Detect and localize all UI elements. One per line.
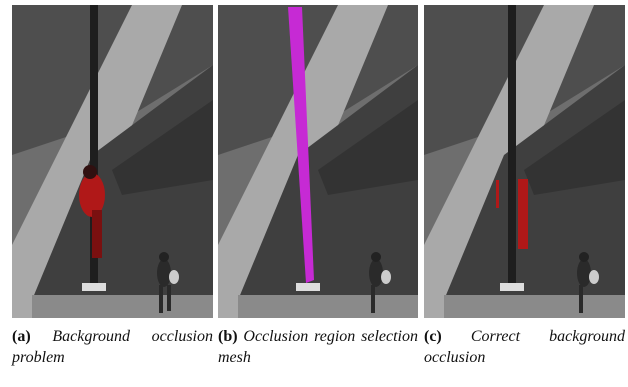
caption-text: Occlusion region selection mesh <box>218 328 418 366</box>
panel: (c) Correct background occlusion <box>424 5 625 368</box>
image <box>424 5 625 318</box>
panel: (b) Occlusion region selection mesh <box>218 5 418 368</box>
caption-text: Background occlusion problem <box>12 328 213 366</box>
caption: (c) Correct background occlusion <box>424 326 625 368</box>
caption-text: Correct background occlusion <box>424 328 625 366</box>
panel-label: (b) <box>218 328 238 345</box>
caption: (a) Background occlusion problem <box>12 326 213 368</box>
image <box>12 5 213 318</box>
panel-label: (c) <box>424 328 442 345</box>
page: (a) Background occlusion problem (b) Occ… <box>0 0 628 387</box>
panel-label: (a) <box>12 328 31 345</box>
panel: (a) Background occlusion problem <box>12 5 213 368</box>
image <box>218 5 418 318</box>
caption: (b) Occlusion region selection mesh <box>218 326 418 368</box>
